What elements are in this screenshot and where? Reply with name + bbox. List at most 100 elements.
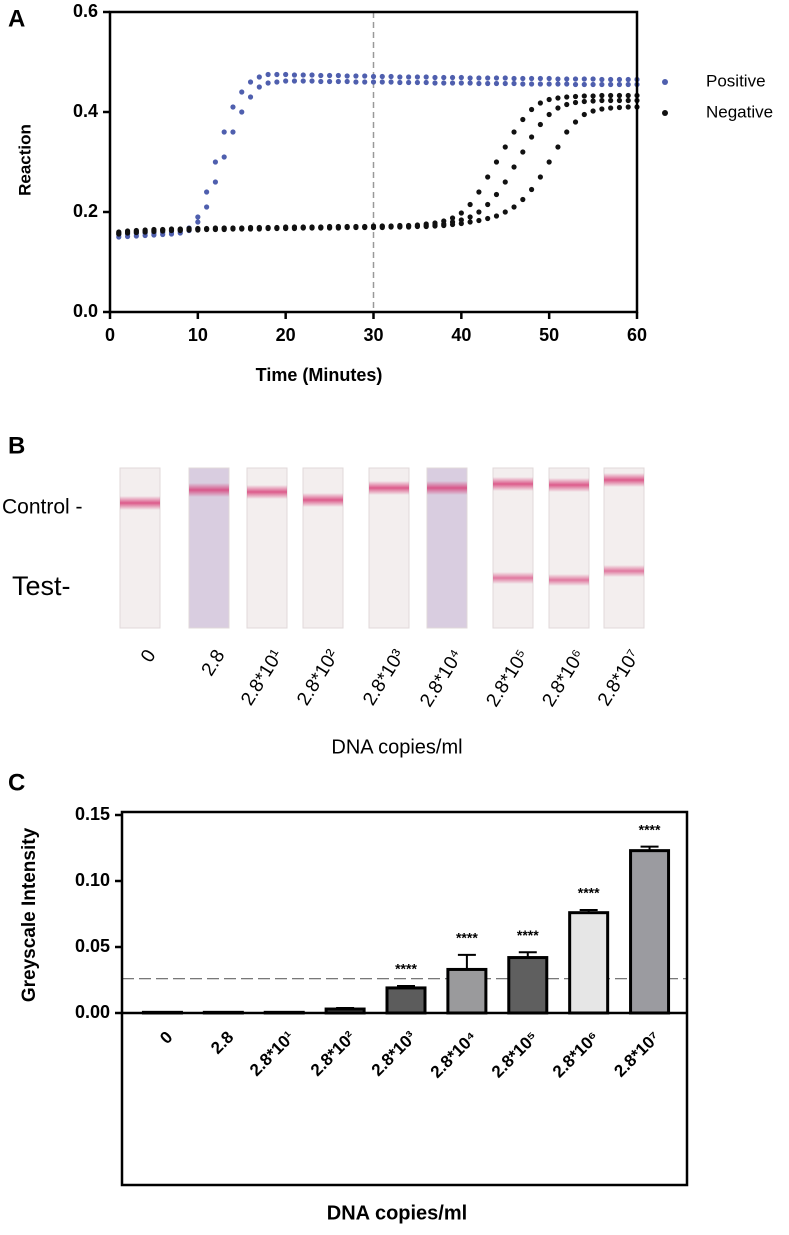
bar bbox=[507, 956, 549, 1015]
data-point bbox=[406, 224, 412, 230]
data-point bbox=[458, 80, 464, 86]
data-point bbox=[388, 73, 394, 80]
data-point bbox=[186, 227, 192, 233]
test-band bbox=[549, 574, 589, 586]
data-point bbox=[493, 191, 500, 198]
data-point bbox=[625, 81, 631, 88]
data-point bbox=[423, 79, 429, 86]
data-point bbox=[160, 228, 166, 234]
data-point bbox=[142, 229, 148, 235]
data-point bbox=[230, 226, 236, 232]
data-point bbox=[608, 92, 614, 99]
significance-label: **** bbox=[456, 930, 478, 946]
data-point bbox=[212, 159, 218, 165]
data-point bbox=[414, 79, 421, 86]
data-point bbox=[379, 73, 385, 80]
data-point bbox=[274, 71, 280, 78]
x-tick-label: 2.8*10¹ bbox=[246, 1027, 298, 1079]
x-tick-label: 2.8 bbox=[198, 646, 230, 680]
data-point bbox=[511, 164, 517, 170]
data-point bbox=[318, 78, 324, 85]
data-point bbox=[572, 76, 579, 82]
data-point bbox=[493, 159, 500, 165]
data-point bbox=[520, 116, 526, 123]
data-point bbox=[441, 222, 447, 229]
data-point bbox=[485, 201, 491, 208]
data-point bbox=[581, 98, 587, 105]
control-band bbox=[493, 477, 533, 491]
data-point bbox=[449, 74, 456, 81]
x-tick-label: 0 bbox=[105, 325, 115, 345]
legend-marker bbox=[662, 79, 668, 85]
data-point bbox=[493, 80, 500, 87]
x-tick-label: 30 bbox=[363, 325, 383, 345]
data-point bbox=[599, 81, 605, 88]
data-point bbox=[502, 75, 508, 81]
data-point bbox=[546, 159, 552, 165]
data-point bbox=[608, 97, 614, 104]
data-point bbox=[274, 225, 280, 232]
x-axis-title: Time (Minutes) bbox=[256, 365, 383, 385]
bar bbox=[385, 986, 427, 1015]
data-point bbox=[300, 225, 306, 231]
data-point bbox=[432, 80, 438, 86]
data-point bbox=[256, 226, 262, 232]
control-band bbox=[120, 496, 160, 510]
data-point bbox=[177, 227, 183, 234]
data-point bbox=[546, 111, 552, 118]
bar bbox=[446, 967, 488, 1015]
data-point bbox=[572, 99, 579, 106]
data-point bbox=[493, 213, 500, 219]
data-point bbox=[204, 226, 210, 233]
y-tick-label: 0.4 bbox=[73, 101, 98, 121]
y-tick-label: 0.10 bbox=[75, 870, 110, 890]
data-point bbox=[616, 76, 623, 83]
data-point bbox=[625, 104, 631, 110]
data-point bbox=[265, 80, 271, 86]
data-point bbox=[529, 81, 535, 87]
data-point bbox=[449, 80, 456, 86]
data-point bbox=[230, 129, 236, 135]
data-point bbox=[581, 81, 587, 88]
x-tick-label: 40 bbox=[451, 325, 471, 345]
data-point bbox=[599, 106, 605, 112]
data-point bbox=[414, 74, 421, 80]
data-point bbox=[537, 75, 543, 82]
data-point bbox=[212, 179, 218, 185]
data-point bbox=[283, 71, 289, 78]
data-point bbox=[247, 226, 254, 232]
data-point bbox=[625, 92, 631, 99]
y-tick-label: 0.2 bbox=[73, 201, 98, 221]
data-point bbox=[625, 97, 631, 104]
data-point bbox=[414, 223, 421, 230]
data-point bbox=[511, 204, 517, 210]
data-point bbox=[195, 214, 201, 220]
data-point bbox=[502, 179, 508, 185]
data-point bbox=[362, 79, 368, 85]
data-point bbox=[256, 84, 262, 90]
data-point bbox=[511, 129, 517, 135]
data-point bbox=[546, 75, 552, 82]
data-point bbox=[529, 106, 535, 113]
control-band bbox=[189, 483, 229, 497]
data-point bbox=[537, 121, 543, 128]
data-point bbox=[221, 226, 227, 233]
row-label: Control - bbox=[2, 496, 83, 519]
data-point bbox=[318, 72, 324, 79]
data-point bbox=[168, 227, 175, 234]
data-point bbox=[537, 174, 543, 180]
x-tick-label: 60 bbox=[627, 325, 647, 345]
x-tick-label: 20 bbox=[276, 325, 296, 345]
data-point bbox=[388, 224, 394, 230]
data-point bbox=[608, 105, 614, 111]
data-point bbox=[485, 215, 491, 222]
data-point bbox=[204, 189, 210, 195]
data-point bbox=[564, 81, 570, 87]
data-point bbox=[309, 78, 315, 84]
test-strip bbox=[302, 467, 344, 629]
data-point bbox=[300, 72, 306, 78]
x-tick-label: 50 bbox=[539, 325, 559, 345]
data-point bbox=[599, 97, 605, 104]
data-point bbox=[124, 230, 131, 236]
control-band bbox=[247, 485, 287, 499]
